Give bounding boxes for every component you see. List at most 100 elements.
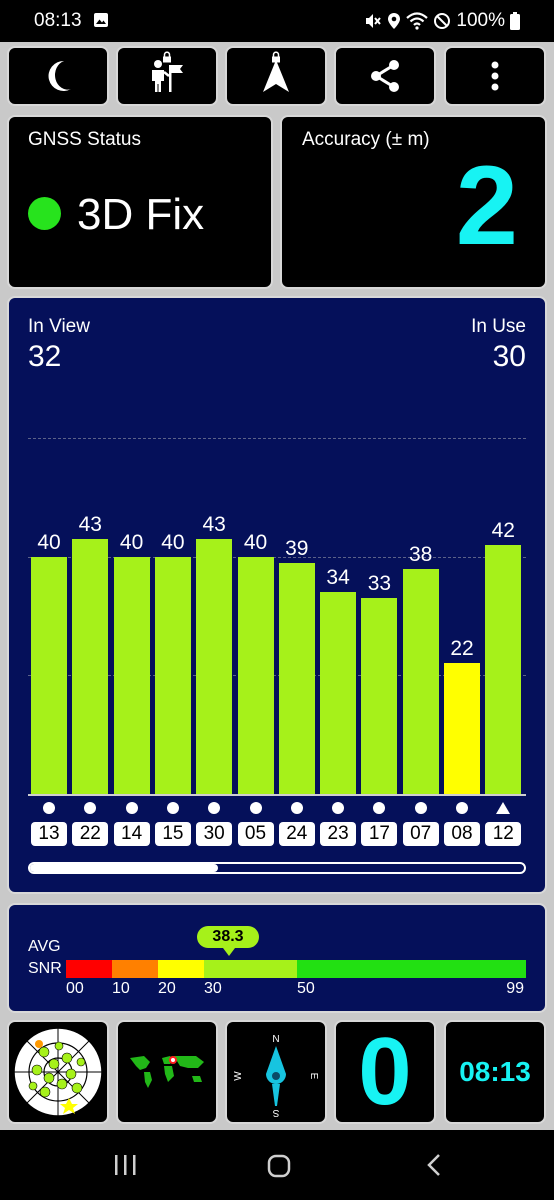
in-view-label: In View bbox=[28, 316, 90, 337]
home-icon[interactable] bbox=[267, 1154, 291, 1178]
compass-button[interactable]: N E S W bbox=[225, 1020, 327, 1124]
satellite-dot-marker bbox=[249, 802, 262, 814]
avg-snr-value: 38.3 bbox=[197, 926, 259, 948]
snr-tick-label: 30 bbox=[204, 980, 222, 997]
navigation-bar bbox=[0, 1130, 554, 1200]
chart-gridline bbox=[28, 438, 526, 439]
clock-button[interactable]: 08:13 bbox=[444, 1020, 546, 1124]
accuracy-value: 2 bbox=[455, 143, 518, 268]
more-options-button[interactable] bbox=[444, 46, 546, 106]
signal-bar bbox=[320, 592, 357, 794]
signal-bar bbox=[196, 538, 233, 794]
dnd-icon bbox=[434, 13, 451, 29]
satellites-count: 0 bbox=[358, 1020, 412, 1124]
satellite-dot-marker bbox=[332, 802, 345, 814]
battery-percent: 100% bbox=[456, 10, 505, 31]
back-icon[interactable] bbox=[426, 1154, 442, 1176]
snr-scale-segment bbox=[158, 960, 204, 978]
satellite-id-label: 07 bbox=[402, 822, 439, 846]
satellite-id-label: 05 bbox=[237, 822, 274, 846]
bar-value-label: 40 bbox=[243, 530, 268, 554]
signal-bar bbox=[278, 562, 315, 794]
satellite-dot-marker bbox=[414, 802, 427, 814]
svg-text:E: E bbox=[308, 1073, 319, 1080]
in-use-count: 30 bbox=[492, 340, 526, 373]
gps-clock: 08:13 bbox=[459, 1056, 531, 1087]
snr-tick-label: 50 bbox=[297, 980, 315, 997]
avg-label: AVG bbox=[28, 938, 61, 955]
snr-label: SNR bbox=[28, 960, 62, 977]
satellite-triangle-marker bbox=[496, 802, 511, 814]
bar-value-label: 40 bbox=[37, 530, 61, 554]
satellite-dot-marker bbox=[43, 802, 55, 814]
signal-bar bbox=[444, 663, 480, 794]
sky-radar-icon bbox=[13, 1027, 103, 1117]
status-time: 08:13 bbox=[34, 10, 82, 31]
lock-icon bbox=[163, 51, 171, 63]
satellite-id-label: 14 bbox=[113, 822, 150, 846]
chart-gridline bbox=[28, 675, 526, 677]
signal-bar bbox=[402, 568, 439, 794]
person-flag-icon bbox=[152, 60, 183, 92]
bar-value-label: 43 bbox=[78, 512, 102, 536]
snr-scale-segment bbox=[297, 960, 526, 978]
navigate-button[interactable] bbox=[225, 46, 327, 106]
in-use-label: In Use bbox=[471, 316, 526, 337]
satellite-dot-marker bbox=[290, 802, 303, 814]
bar-value-label: 40 bbox=[119, 530, 144, 554]
image-icon bbox=[94, 13, 108, 27]
satellite-dot-marker bbox=[125, 802, 138, 814]
signal-bar bbox=[113, 556, 150, 794]
recent-apps-icon[interactable] bbox=[113, 1154, 137, 1176]
satellite-dot-marker bbox=[456, 802, 468, 814]
share-button[interactable] bbox=[334, 46, 436, 106]
signal-bar bbox=[154, 556, 191, 794]
wifi-icon bbox=[406, 12, 429, 30]
compass-icon: N E S W bbox=[233, 1034, 319, 1118]
bar-value-label: 43 bbox=[202, 512, 226, 536]
chart-scrollbar[interactable] bbox=[28, 862, 526, 874]
satellite-id-label: 23 bbox=[320, 822, 357, 846]
avg-snr-panel bbox=[7, 903, 547, 1013]
world-map-button[interactable] bbox=[116, 1020, 218, 1124]
satellite-dot-marker bbox=[84, 802, 97, 814]
in-view-count: 32 bbox=[28, 340, 62, 373]
satellite-id-label: 24 bbox=[278, 822, 315, 846]
snr-tick-label: 10 bbox=[112, 980, 130, 997]
waypoints-button[interactable] bbox=[116, 46, 218, 106]
avg-snr-pointer bbox=[223, 948, 235, 956]
bar-value-label: 42 bbox=[491, 518, 515, 542]
svg-text:W: W bbox=[233, 1071, 244, 1081]
sky-view-button[interactable] bbox=[7, 1020, 109, 1124]
accuracy-panel[interactable] bbox=[280, 115, 547, 289]
satellite-id-label: 17 bbox=[361, 822, 398, 846]
status-bar: 08:13 100% bbox=[0, 0, 554, 42]
snr-tick-label: 99 bbox=[506, 980, 524, 997]
chart-gridline bbox=[28, 556, 526, 558]
bar-value-label: 38 bbox=[409, 542, 433, 566]
lock-icon bbox=[272, 51, 280, 63]
bar-value-label: 34 bbox=[326, 566, 350, 590]
scrollbar-thumb[interactable] bbox=[30, 864, 218, 872]
night-mode-button[interactable] bbox=[7, 46, 109, 106]
snr-scale-segment bbox=[112, 960, 158, 978]
satellite-id-label: 30 bbox=[196, 822, 233, 846]
world-map-icon bbox=[128, 1054, 206, 1090]
fix-status-value: 3D Fix bbox=[77, 190, 205, 239]
chart-baseline bbox=[28, 794, 526, 796]
satellite-dot-marker bbox=[166, 802, 179, 814]
signal-bar bbox=[485, 544, 522, 794]
snr-tick-label: 20 bbox=[158, 980, 176, 997]
bar-value-label: 22 bbox=[450, 637, 474, 661]
signal-bar bbox=[72, 538, 109, 794]
accuracy-label: Accuracy (± m) bbox=[302, 129, 430, 150]
moon-icon bbox=[48, 60, 71, 91]
svg-text:S: S bbox=[272, 1107, 279, 1118]
snr-scale-segment bbox=[66, 960, 112, 978]
battery-icon bbox=[510, 12, 520, 30]
satellite-id-label: 13 bbox=[31, 822, 67, 846]
navigation-arrow-icon bbox=[263, 60, 289, 92]
satellites-count-button[interactable]: 0 bbox=[334, 1020, 436, 1124]
mute-icon bbox=[366, 14, 382, 28]
location-icon bbox=[388, 13, 401, 29]
